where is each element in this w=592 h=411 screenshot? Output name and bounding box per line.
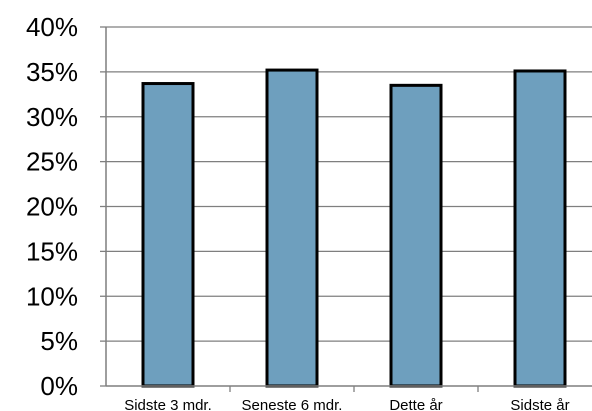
bar — [389, 83, 443, 388]
y-tick-label: 5% — [40, 326, 78, 356]
x-tick-label: Sidste år — [510, 397, 569, 411]
y-tick-label: 0% — [40, 371, 78, 401]
x-tick-labels: Sidste 3 mdr. Seneste 6 mdr. Dette år Sidst… — [124, 397, 569, 411]
x-tick-label: Sidste 3 mdr. — [124, 397, 212, 411]
axes — [100, 26, 592, 392]
bar — [141, 82, 195, 388]
bar — [513, 69, 567, 388]
bar — [265, 68, 319, 388]
x-tick-label: Dette år — [389, 397, 442, 411]
y-tick-label: 20% — [26, 192, 78, 222]
y-tick-label: 25% — [26, 147, 78, 177]
y-tick-label: 10% — [26, 281, 78, 311]
y-tick-labels: 0% 5% 10% 15% 20% 25% 30% 35% 40% — [26, 12, 78, 401]
y-tick-label: 15% — [26, 236, 78, 266]
x-tick-label: Seneste 6 mdr. — [242, 397, 343, 411]
y-tick-label: 35% — [26, 57, 78, 87]
y-tick-label: 40% — [26, 12, 78, 42]
bars — [141, 68, 567, 388]
y-tick-label: 30% — [26, 102, 78, 132]
